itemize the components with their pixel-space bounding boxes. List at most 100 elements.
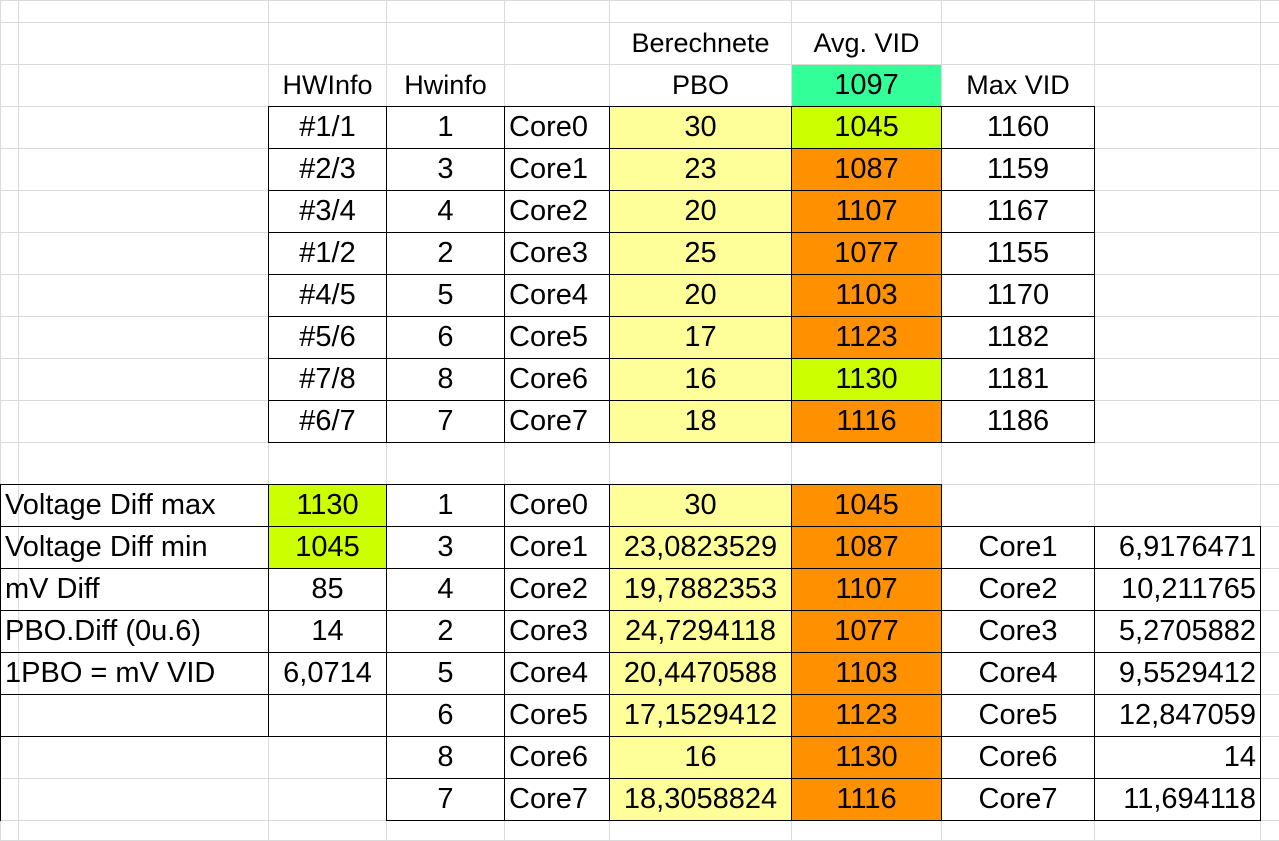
grid-cell[interactable] xyxy=(1260,568,1279,611)
max-vid-cell[interactable]: 1160 xyxy=(941,106,1095,149)
grid-cell[interactable] xyxy=(1260,778,1279,821)
grid-cell[interactable] xyxy=(1260,442,1279,485)
hwinfo-number-cell[interactable]: 7 xyxy=(386,400,505,443)
calc-label-cell[interactable]: mV Diff xyxy=(0,568,269,611)
hwinfo-number-cell[interactable]: 2 xyxy=(386,232,505,275)
calc-value-cell[interactable]: 85 xyxy=(268,568,387,611)
grid-cell[interactable] xyxy=(609,820,792,841)
hwinfo-id-cell[interactable]: #4/5 xyxy=(268,274,387,317)
grid-cell[interactable] xyxy=(268,442,387,485)
header-berechnete[interactable]: Berechnete xyxy=(609,22,792,65)
grid-cell[interactable] xyxy=(18,190,269,233)
core-name-cell[interactable]: Core2 xyxy=(504,568,610,611)
avg-vid-cell[interactable]: 1107 xyxy=(791,568,942,611)
grid-cell[interactable] xyxy=(1260,694,1279,737)
offset-value-cell[interactable]: 12,847059 xyxy=(1094,694,1261,737)
grid-cell[interactable] xyxy=(1094,484,1261,527)
pbo-value-cell[interactable]: 23 xyxy=(609,148,792,191)
max-vid-cell[interactable]: 1167 xyxy=(941,190,1095,233)
hwinfo-number-cell[interactable]: 5 xyxy=(386,274,505,317)
empty-cell[interactable] xyxy=(268,694,387,737)
avg-vid-cell[interactable]: 1045 xyxy=(791,106,942,149)
header-hwinfo-number[interactable]: Hwinfo xyxy=(386,64,505,107)
grid-cell[interactable] xyxy=(504,22,610,65)
grid-cell[interactable] xyxy=(386,0,505,23)
avg-vid-cell[interactable]: 1123 xyxy=(791,694,942,737)
empty-cell[interactable] xyxy=(0,694,269,737)
grid-cell[interactable] xyxy=(504,820,610,841)
hwinfo-number-cell[interactable]: 8 xyxy=(386,736,505,779)
grid-cell[interactable] xyxy=(941,820,1095,841)
core-name-cell[interactable]: Core5 xyxy=(941,694,1095,737)
grid-cell[interactable] xyxy=(0,232,19,275)
grid-cell[interactable] xyxy=(268,0,387,23)
core-name-cell[interactable]: Core7 xyxy=(504,778,610,821)
header-avg-vid[interactable]: Avg. VID xyxy=(791,22,942,65)
hwinfo-id-cell[interactable]: #6/7 xyxy=(268,400,387,443)
calc-label-cell[interactable]: PBO.Diff (0u.6) xyxy=(0,610,269,653)
max-vid-cell[interactable]: 1159 xyxy=(941,148,1095,191)
grid-cell[interactable] xyxy=(1260,148,1279,191)
avg-vid-cell[interactable]: 1077 xyxy=(791,232,942,275)
hwinfo-number-cell[interactable]: 6 xyxy=(386,694,505,737)
empty-cell[interactable] xyxy=(268,778,387,821)
avg-vid-cell[interactable]: 1123 xyxy=(791,316,942,359)
offset-value-cell[interactable]: 9,5529412 xyxy=(1094,652,1261,695)
grid-cell[interactable] xyxy=(1094,148,1261,191)
grid-cell[interactable] xyxy=(1260,652,1279,695)
grid-cell[interactable] xyxy=(18,22,269,65)
hwinfo-number-cell[interactable]: 7 xyxy=(386,778,505,821)
grid-cell[interactable] xyxy=(18,106,269,149)
hwinfo-id-cell[interactable]: #3/4 xyxy=(268,190,387,233)
grid-cell[interactable] xyxy=(791,820,942,841)
grid-cell[interactable] xyxy=(941,0,1095,23)
grid-cell[interactable] xyxy=(18,0,269,23)
grid-cell[interactable] xyxy=(1094,0,1261,23)
empty-cell[interactable] xyxy=(0,778,269,821)
max-vid-cell[interactable]: 1155 xyxy=(941,232,1095,275)
grid-cell[interactable] xyxy=(609,0,792,23)
avg-vid-cell[interactable]: 1130 xyxy=(791,358,942,401)
avg-vid-cell[interactable]: 1087 xyxy=(791,526,942,569)
core-name-cell[interactable]: Core3 xyxy=(504,610,610,653)
grid-cell[interactable] xyxy=(1260,0,1279,23)
calc-label-cell[interactable]: 1PBO = mV VID xyxy=(0,652,269,695)
grid-cell[interactable] xyxy=(0,64,19,107)
computed-pbo-cell[interactable]: 30 xyxy=(609,484,792,527)
grid-cell[interactable] xyxy=(0,358,19,401)
core-name-cell[interactable]: Core1 xyxy=(504,526,610,569)
grid-cell[interactable] xyxy=(0,316,19,359)
grid-cell[interactable] xyxy=(1094,316,1261,359)
grid-cell[interactable] xyxy=(0,0,19,23)
grid-cell[interactable] xyxy=(1260,232,1279,275)
grid-cell[interactable] xyxy=(941,442,1095,485)
grid-cell[interactable] xyxy=(18,274,269,317)
grid-cell[interactable] xyxy=(1094,106,1261,149)
calc-label-cell[interactable]: Voltage Diff max xyxy=(0,484,269,527)
hwinfo-number-cell[interactable]: 3 xyxy=(386,526,505,569)
grid-cell[interactable] xyxy=(791,0,942,23)
max-vid-cell[interactable]: 1170 xyxy=(941,274,1095,317)
grid-cell[interactable] xyxy=(18,64,269,107)
grid-cell[interactable] xyxy=(18,400,269,443)
grid-cell[interactable] xyxy=(0,190,19,233)
empty-cell[interactable] xyxy=(268,736,387,779)
calc-label-cell[interactable]: Voltage Diff min xyxy=(0,526,269,569)
calc-value-cell[interactable]: 6,0714 xyxy=(268,652,387,695)
grid-cell[interactable] xyxy=(1094,442,1261,485)
grid-cell[interactable] xyxy=(1260,610,1279,653)
grid-cell[interactable] xyxy=(791,442,942,485)
grid-cell[interactable] xyxy=(1094,274,1261,317)
hwinfo-id-cell[interactable]: #2/3 xyxy=(268,148,387,191)
computed-pbo-cell[interactable]: 17,1529412 xyxy=(609,694,792,737)
grid-cell[interactable] xyxy=(1094,22,1261,65)
grid-cell[interactable] xyxy=(1094,820,1261,841)
grid-cell[interactable] xyxy=(1094,64,1261,107)
pbo-value-cell[interactable]: 20 xyxy=(609,190,792,233)
pbo-value-cell[interactable]: 18 xyxy=(609,400,792,443)
max-vid-cell[interactable]: 1186 xyxy=(941,400,1095,443)
hwinfo-id-cell[interactable]: #1/2 xyxy=(268,232,387,275)
core-name-cell[interactable]: Core4 xyxy=(504,652,610,695)
grid-cell[interactable] xyxy=(0,22,19,65)
pbo-value-cell[interactable]: 20 xyxy=(609,274,792,317)
